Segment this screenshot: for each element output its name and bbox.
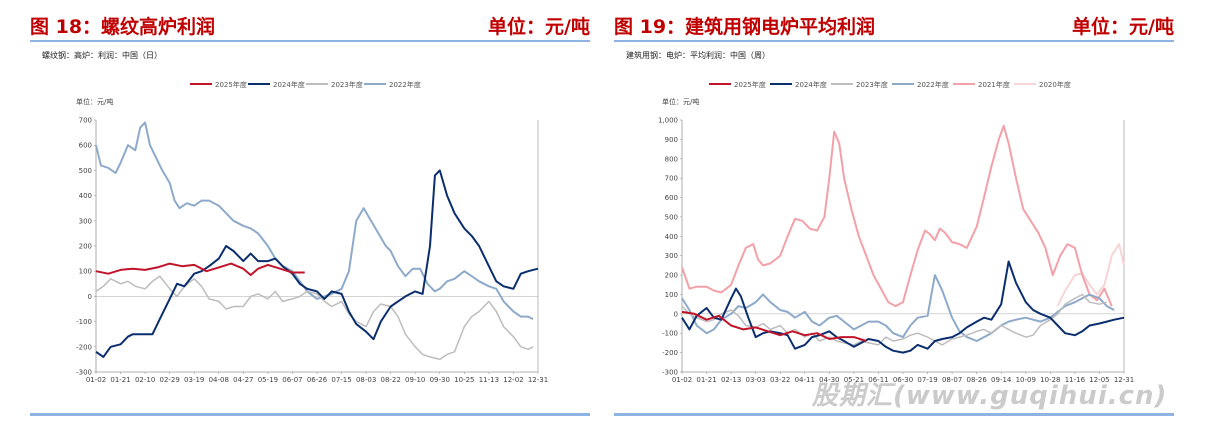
x-tick-label: 04-27 bbox=[233, 376, 253, 384]
x-tick-label: 12-05 bbox=[1089, 376, 1109, 384]
series-line bbox=[1056, 243, 1125, 307]
y-tick-label: 200 bbox=[79, 243, 92, 251]
bottom-rule bbox=[614, 413, 1174, 416]
x-tick-label: 01-02 bbox=[86, 376, 106, 384]
figure-unit: 单位：元/吨 bbox=[488, 16, 590, 38]
series-line bbox=[681, 260, 1125, 354]
x-tick-label: 02-10 bbox=[135, 376, 155, 384]
x-tick-label: 06-30 bbox=[893, 376, 913, 384]
y-tick-label: -200 bbox=[662, 349, 678, 357]
x-tick-label: 01-21 bbox=[696, 376, 716, 384]
x-tick-label: 08-07 bbox=[942, 376, 962, 384]
y-tick-label: 800 bbox=[665, 155, 678, 163]
series-line bbox=[681, 310, 867, 342]
series-line bbox=[95, 121, 534, 320]
x-tick-label: 01-02 bbox=[672, 376, 692, 384]
x-tick-label: 12-31 bbox=[528, 376, 548, 384]
chart-right: 2025年度 2024年度 2023年度 2022年度 2021年度 2020年度单位：元… bbox=[658, 80, 1134, 384]
x-tick-label: 08-26 bbox=[966, 376, 987, 384]
x-tick-label: 09-14 bbox=[991, 376, 1012, 384]
y-axis-unit: 单位：元/吨 bbox=[662, 97, 699, 106]
chart-subtitle: 建筑用钢：电炉：平均利润：中国（周） bbox=[626, 51, 770, 60]
y-tick-label: 100 bbox=[79, 268, 92, 276]
legend-label: 2023年度 bbox=[856, 80, 888, 89]
legend-label: 2024年度 bbox=[273, 80, 305, 89]
y-tick-label: 700 bbox=[665, 175, 678, 183]
x-tick-label: 01-21 bbox=[110, 376, 130, 384]
chart-subtitle: 螺纹钢：高炉：利润：中国（日） bbox=[42, 51, 162, 60]
legend-label: 2022年度 bbox=[389, 80, 421, 89]
legend-label: 2021年度 bbox=[978, 80, 1010, 89]
x-tick-label: 08-22 bbox=[380, 376, 400, 384]
y-tick-label: -100 bbox=[76, 318, 92, 326]
top-rule bbox=[614, 40, 1174, 42]
y-tick-label: 400 bbox=[665, 233, 678, 241]
series-line bbox=[681, 124, 1113, 308]
x-tick-label: 02-29 bbox=[159, 376, 179, 384]
x-tick-label: 04-08 bbox=[209, 376, 229, 384]
y-tick-label: -300 bbox=[76, 369, 92, 377]
legend-label: 2022年度 bbox=[917, 80, 949, 89]
y-tick-label: -200 bbox=[76, 343, 92, 351]
x-tick-label: 07-15 bbox=[331, 376, 351, 384]
x-tick-label: 04-11 bbox=[795, 376, 815, 384]
y-tick-label: 700 bbox=[79, 117, 92, 125]
x-tick-label: 05-19 bbox=[258, 376, 278, 384]
top-rule bbox=[30, 40, 590, 42]
y-tick-label: 400 bbox=[79, 192, 92, 200]
x-tick-label: 11-16 bbox=[1065, 376, 1086, 384]
y-tick-label: 600 bbox=[79, 142, 92, 150]
x-tick-label: 12-02 bbox=[503, 376, 523, 384]
figure-title: 图 18：螺纹高炉利润 bbox=[30, 16, 216, 38]
x-tick-label: 12-31 bbox=[1114, 376, 1134, 384]
y-tick-label: 500 bbox=[665, 213, 678, 221]
x-tick-label: 09-10 bbox=[405, 376, 425, 384]
x-tick-label: 06-26 bbox=[307, 376, 328, 384]
figure-unit: 单位：元/吨 bbox=[1072, 16, 1174, 38]
x-tick-label: 10-09 bbox=[1016, 376, 1036, 384]
legend-label: 2020年度 bbox=[1039, 80, 1071, 89]
y-tick-label: 100 bbox=[665, 291, 678, 299]
legend-label: 2025年度 bbox=[734, 80, 766, 89]
y-tick-label: 300 bbox=[665, 252, 678, 260]
right-panel: 图 19：建筑用钢电炉平均利润 单位：元/吨 建筑用钢：电炉：平均利润：中国（周… bbox=[614, 0, 1174, 422]
x-tick-label: 08-03 bbox=[356, 376, 376, 384]
left-panel: 图 18：螺纹高炉利润 单位：元/吨 螺纹钢：高炉：利润：中国（日） 2025年… bbox=[30, 0, 590, 422]
x-tick-label: 10-28 bbox=[1040, 376, 1060, 384]
x-tick-label: 10-25 bbox=[454, 376, 474, 384]
series-line bbox=[95, 275, 534, 361]
y-tick-label: 300 bbox=[79, 217, 92, 225]
y-tick-label: 0 bbox=[88, 293, 92, 301]
x-tick-label: 04-30 bbox=[819, 376, 839, 384]
legend-label: 2025年度 bbox=[215, 80, 247, 89]
x-tick-label: 06-07 bbox=[282, 376, 302, 384]
legend-label: 2023年度 bbox=[331, 80, 363, 89]
x-tick-label: 03-19 bbox=[184, 376, 204, 384]
y-tick-label: 1,000 bbox=[658, 117, 678, 125]
figure-title: 图 19：建筑用钢电炉平均利润 bbox=[614, 16, 876, 38]
y-axis-unit: 单位：元/吨 bbox=[76, 97, 113, 106]
series-line bbox=[681, 274, 1115, 342]
x-tick-label: 03-03 bbox=[745, 376, 765, 384]
y-tick-label: 200 bbox=[665, 272, 678, 280]
series-line bbox=[95, 169, 539, 358]
bottom-rule bbox=[30, 413, 590, 416]
legend-label: 2024年度 bbox=[795, 80, 827, 89]
x-tick-label: 02-13 bbox=[721, 376, 741, 384]
x-tick-label: 06-11 bbox=[868, 376, 888, 384]
x-tick-label: 09-30 bbox=[430, 376, 450, 384]
watermark: 股期汇(www.guqihui.cn) bbox=[812, 381, 1168, 411]
y-tick-label: 500 bbox=[79, 167, 92, 175]
x-tick-label: 07-19 bbox=[917, 376, 937, 384]
x-tick-label: 03-22 bbox=[770, 376, 790, 384]
y-tick-label: 900 bbox=[665, 136, 678, 144]
x-tick-label: 11-13 bbox=[479, 376, 499, 384]
x-tick-label: 05-21 bbox=[844, 376, 864, 384]
y-tick-label: -100 bbox=[662, 330, 678, 338]
series-line bbox=[95, 262, 305, 276]
y-tick-label: -300 bbox=[662, 369, 678, 377]
y-tick-label: 0 bbox=[674, 310, 678, 318]
y-tick-label: 600 bbox=[665, 194, 678, 202]
